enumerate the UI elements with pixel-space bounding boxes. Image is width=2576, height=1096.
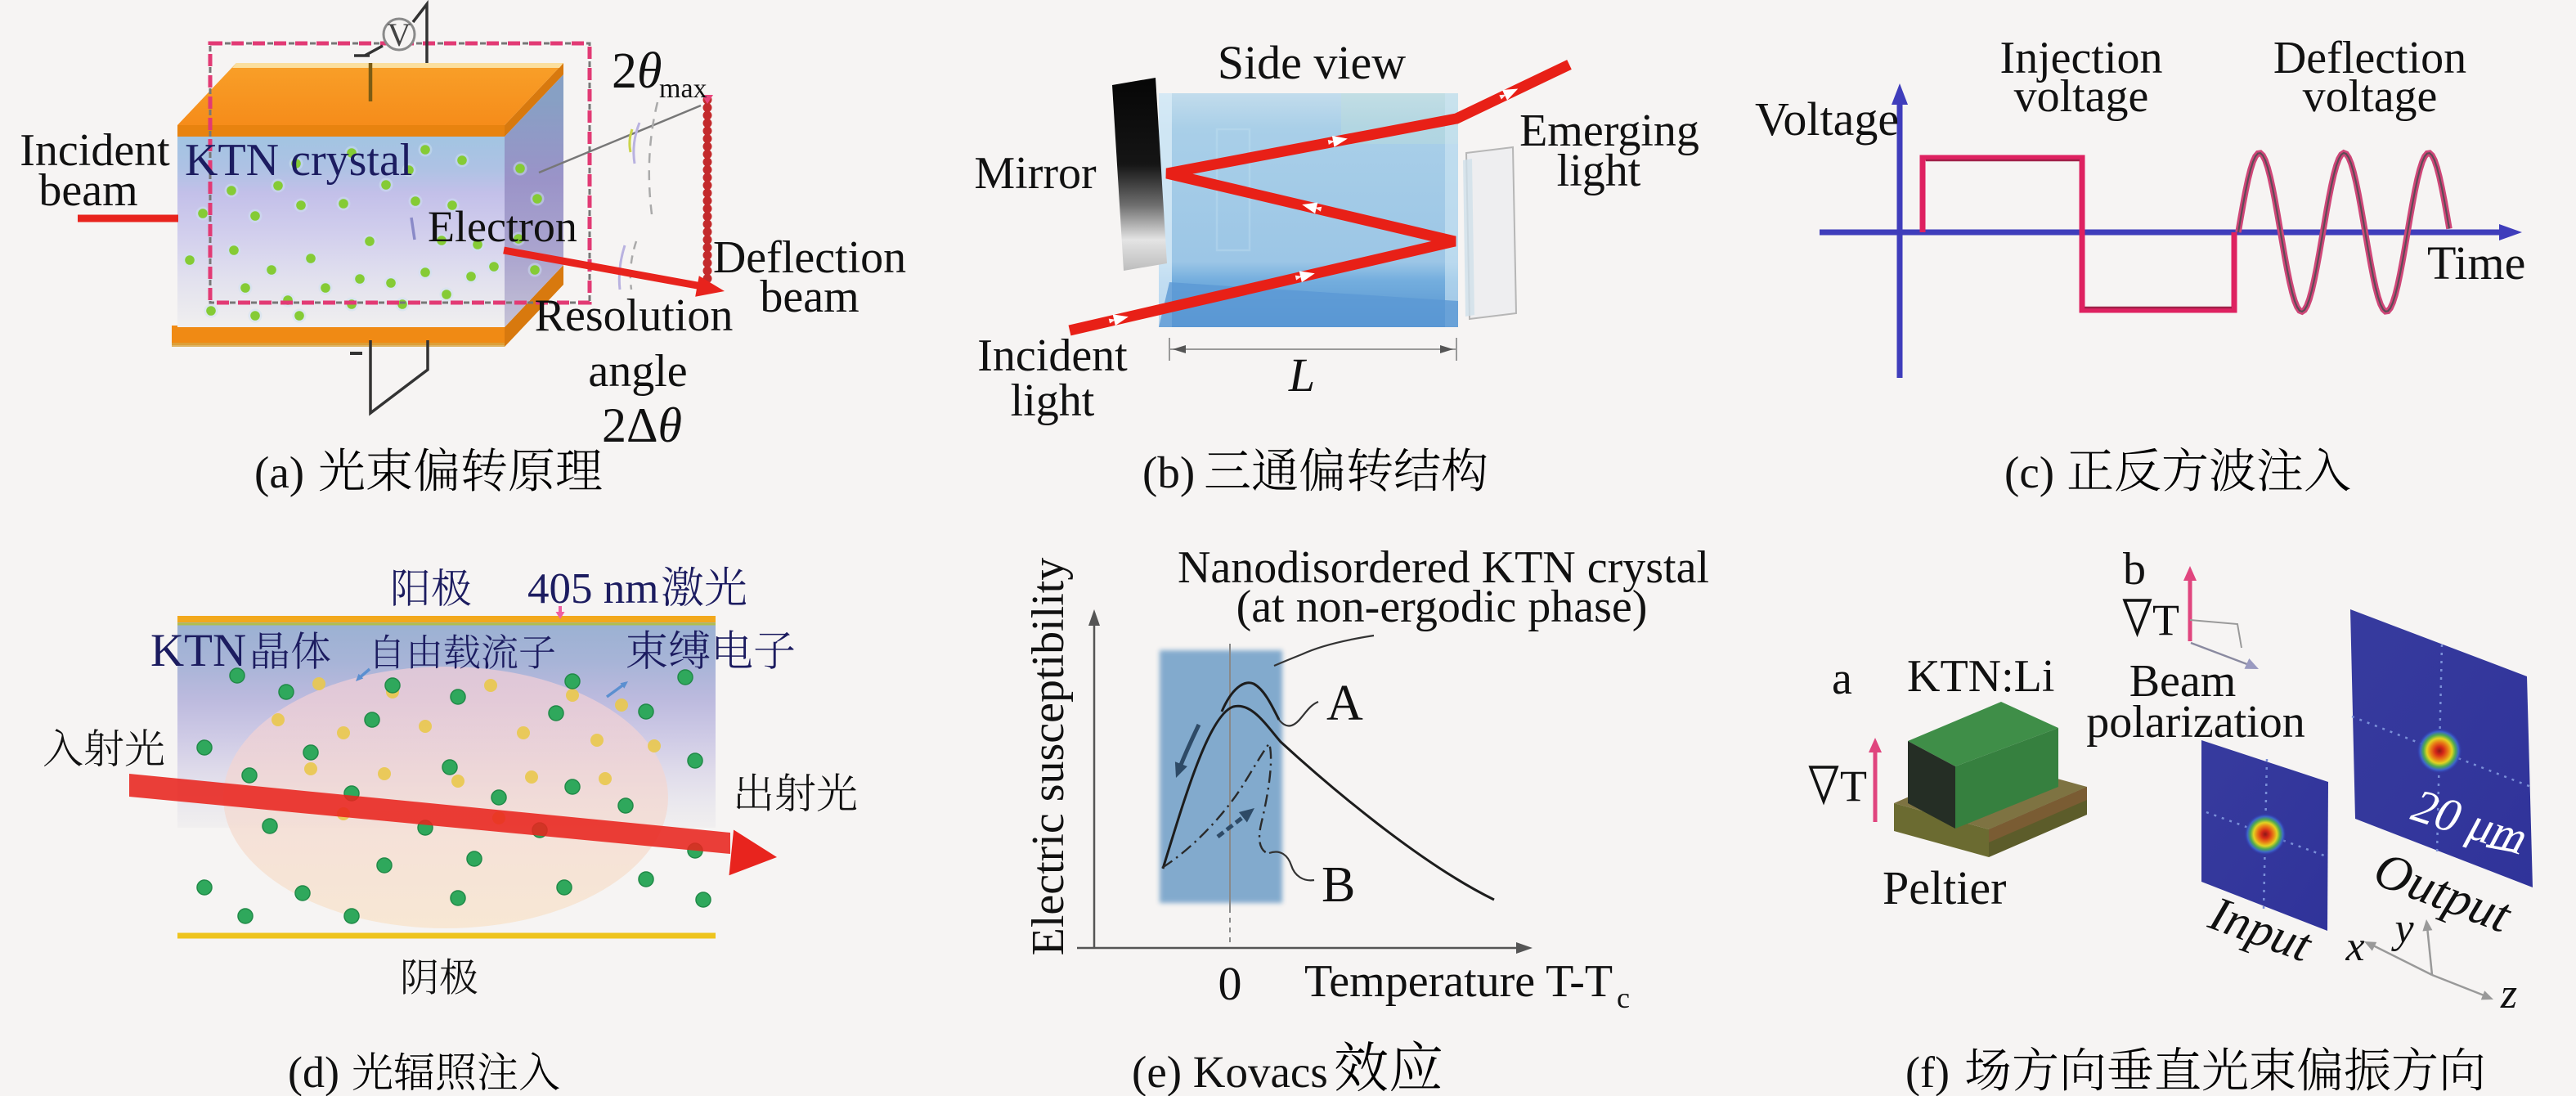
svg-text:(e) Kovacs: (e) Kovacs bbox=[1132, 1047, 1328, 1096]
svg-text:Mirror: Mirror bbox=[974, 148, 1097, 199]
svg-text:B: B bbox=[1322, 857, 1355, 913]
svg-text:Emerging: Emerging bbox=[1519, 106, 1699, 156]
svg-text:y: y bbox=[2390, 905, 2414, 952]
svg-text:Peltier: Peltier bbox=[1883, 861, 2006, 914]
svg-text:Nanodisordered KTN crystal: Nanodisordered KTN crystal bbox=[1178, 542, 1709, 593]
svg-text:Incident: Incident bbox=[20, 125, 170, 176]
svg-text:KTN:Li: KTN:Li bbox=[1907, 651, 2054, 702]
svg-text:Electric susceptibility: Electric susceptibility bbox=[1023, 558, 1074, 956]
svg-text:(b): (b) bbox=[1142, 447, 1195, 497]
svg-text:Incident: Incident bbox=[977, 330, 1128, 381]
svg-text:Deflection: Deflection bbox=[713, 232, 906, 283]
svg-text:405 nm: 405 nm bbox=[527, 565, 658, 613]
svg-text:A: A bbox=[1326, 676, 1363, 731]
svg-text:x: x bbox=[2345, 923, 2364, 970]
svg-text:L: L bbox=[1288, 348, 1315, 402]
svg-text:Time: Time bbox=[2427, 236, 2525, 290]
svg-text:Beam: Beam bbox=[2129, 656, 2237, 707]
svg-text:0: 0 bbox=[1218, 957, 1242, 1010]
svg-text:angle: angle bbox=[588, 346, 687, 397]
svg-text:2Δθ: 2Δθ bbox=[602, 398, 682, 452]
svg-text:(at non-ergodic phase): (at non-ergodic phase) bbox=[1236, 582, 1648, 632]
svg-text:polarization: polarization bbox=[2086, 697, 2304, 748]
svg-text:voltage: voltage bbox=[2014, 71, 2149, 122]
svg-text:2θ: 2θ bbox=[612, 43, 662, 99]
svg-text:Deflection: Deflection bbox=[2273, 33, 2466, 83]
svg-text:z: z bbox=[2500, 971, 2517, 1017]
svg-text:T: T bbox=[2152, 595, 2179, 645]
svg-text:Injection: Injection bbox=[1999, 33, 2162, 83]
svg-text:beam: beam bbox=[760, 272, 859, 322]
svg-text:(f): (f) bbox=[1905, 1048, 1950, 1096]
svg-text:light: light bbox=[1011, 375, 1095, 426]
svg-text:c: c bbox=[1617, 981, 1630, 1014]
svg-text:b: b bbox=[2123, 544, 2146, 595]
svg-text:KTN crystal: KTN crystal bbox=[185, 135, 412, 186]
svg-text:V: V bbox=[388, 16, 411, 53]
svg-text:beam: beam bbox=[38, 165, 137, 216]
svg-text:light: light bbox=[1557, 146, 1641, 196]
svg-text:Electron: Electron bbox=[428, 202, 577, 251]
svg-text:Side view: Side view bbox=[1218, 36, 1406, 89]
svg-text:Voltage: Voltage bbox=[1755, 92, 1899, 146]
svg-text:Temperature T-T: Temperature T-T bbox=[1304, 956, 1613, 1007]
svg-text:Resolution: Resolution bbox=[535, 290, 734, 341]
svg-text:(d): (d) bbox=[288, 1048, 339, 1096]
svg-text:(a): (a) bbox=[254, 447, 304, 497]
svg-text:voltage: voltage bbox=[2303, 71, 2438, 122]
svg-text:(c): (c) bbox=[2004, 447, 2054, 497]
svg-text:max: max bbox=[659, 74, 707, 104]
svg-text:T: T bbox=[1840, 761, 1867, 811]
svg-text:a: a bbox=[1832, 654, 1852, 704]
svg-text:KTN: KTN bbox=[150, 625, 246, 676]
